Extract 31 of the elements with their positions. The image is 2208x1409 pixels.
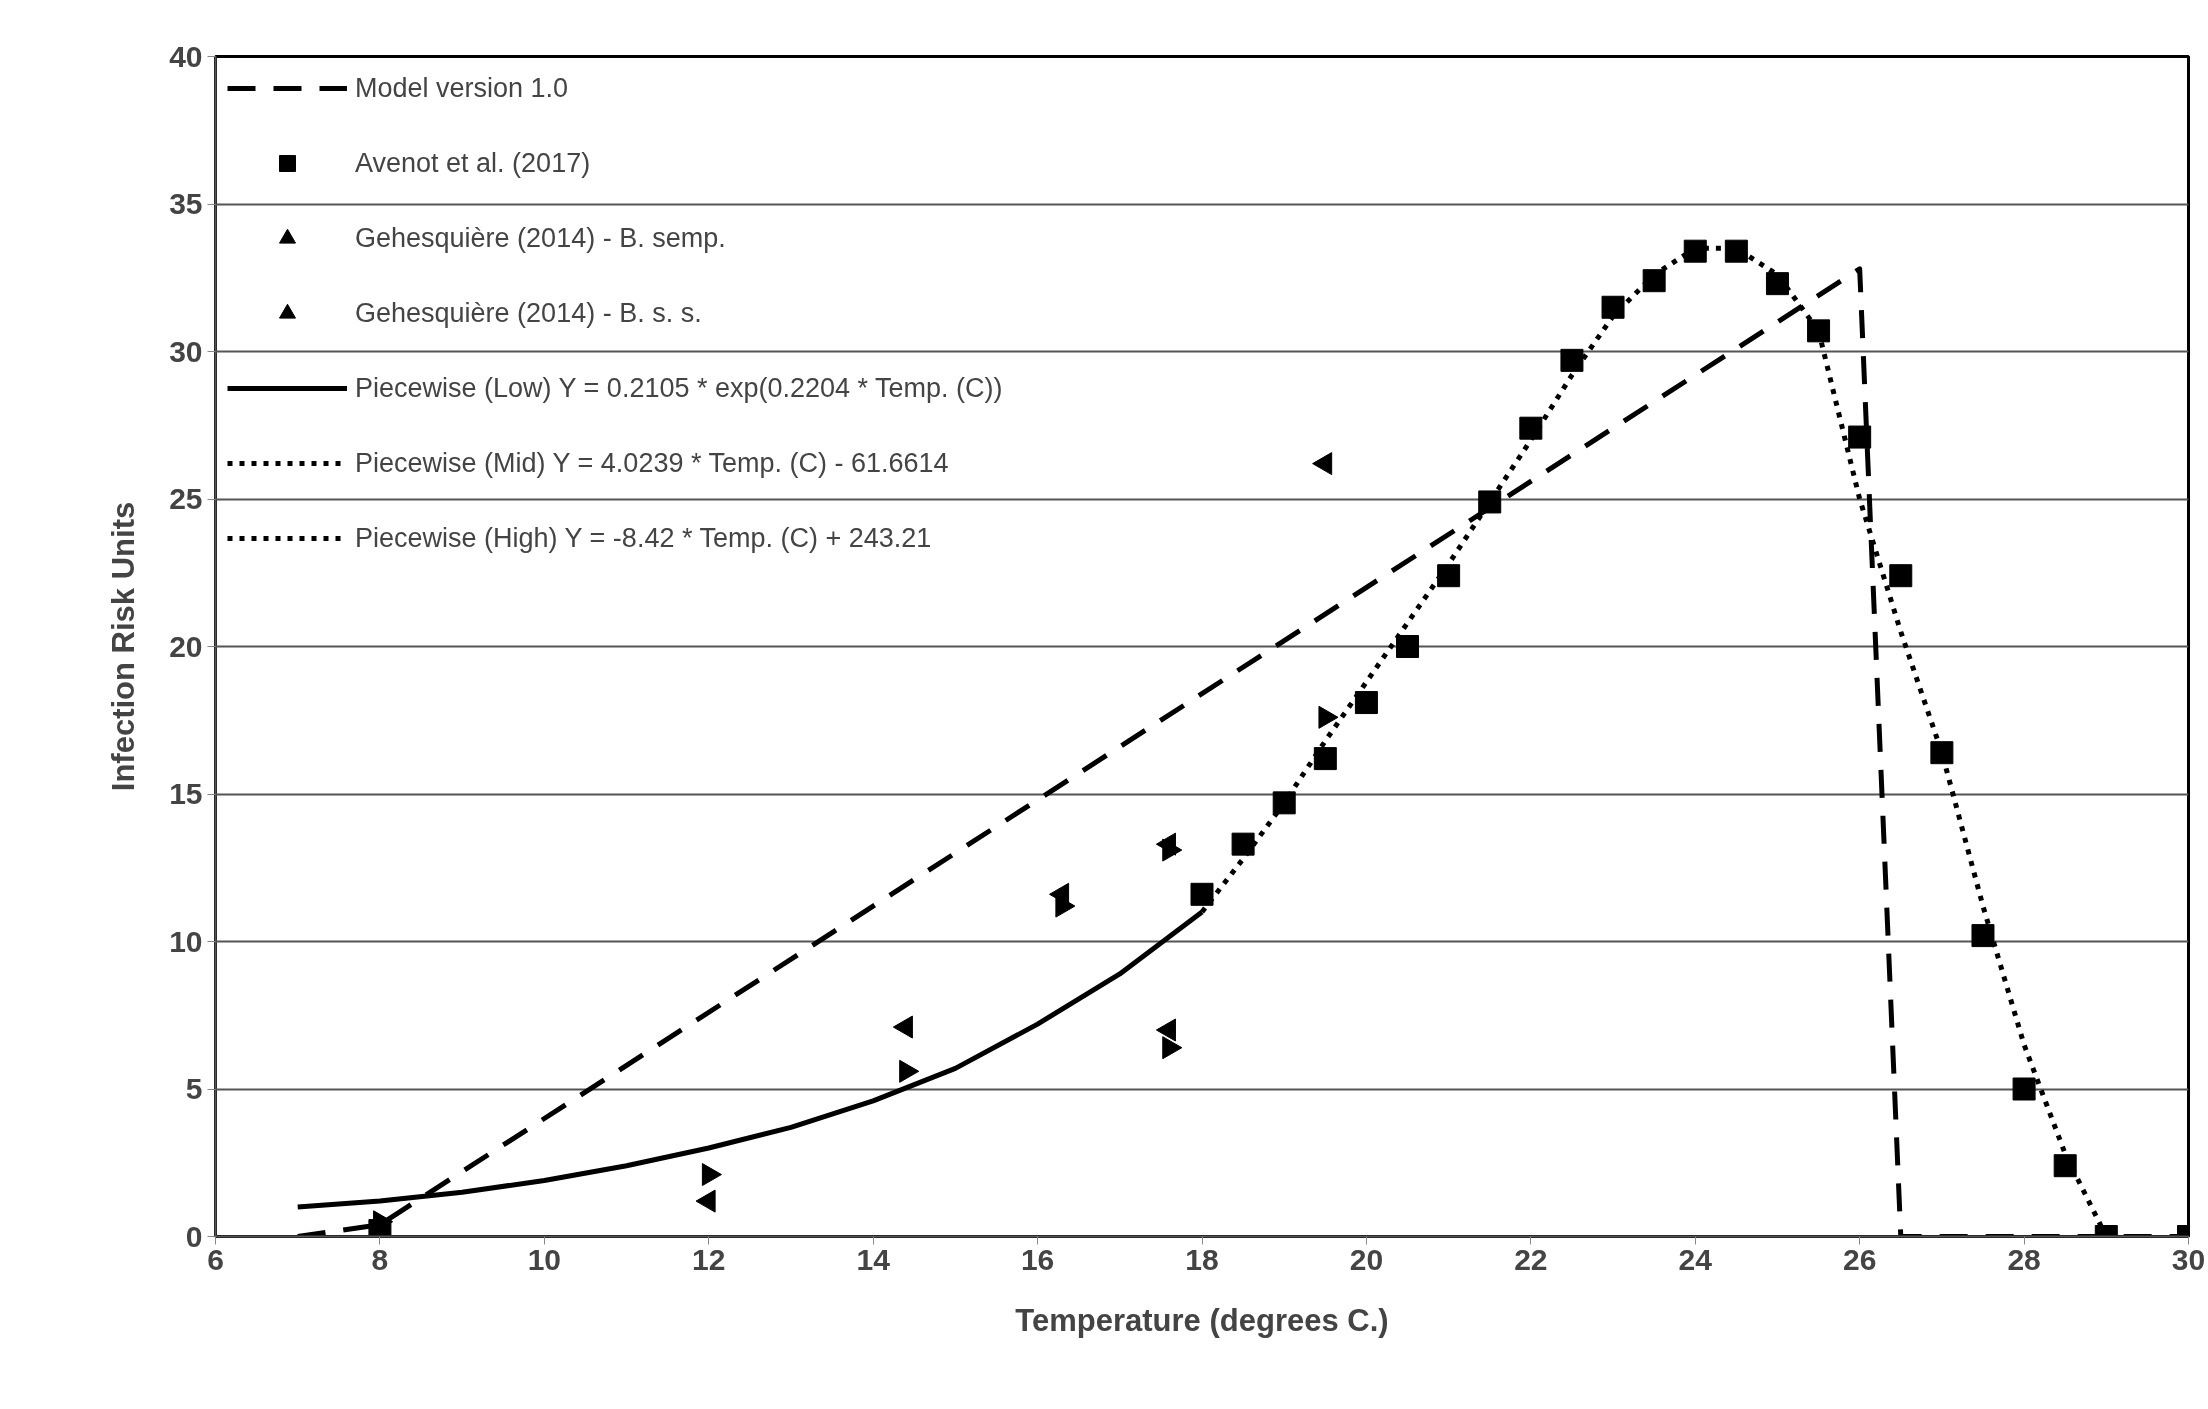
y-tick-label: 10 (169, 924, 203, 958)
x-tick-label: 6 (207, 1242, 224, 1276)
x-tick-label: 28 (2007, 1242, 2041, 1276)
y-tick-label: 35 (169, 187, 203, 220)
legend-label: Model version 1.0 (355, 71, 569, 105)
x-tick-label: 30 (2171, 1242, 2206, 1276)
y-tick-label: 20 (169, 629, 203, 663)
y-tick-label: 40 (169, 39, 203, 73)
x-tick-label: 20 (1349, 1242, 1384, 1276)
legend-label: Piecewise (Mid) Y = 4.0239 * Temp. (C) - 61.6614 (355, 446, 949, 480)
legend-label: Gehesquière (2014) - B. semp. (355, 221, 726, 255)
x-axis-title: Temperature (degrees C.) (1015, 1302, 1389, 1338)
x-tick-label: 26 (1842, 1242, 1877, 1276)
x-tick-label: 22 (1514, 1242, 1548, 1276)
y-tick-label: 5 (185, 1072, 203, 1105)
x-tick-label: 24 (1678, 1242, 1713, 1276)
x-tick-label: 16 (1020, 1242, 1055, 1276)
legend-label: Piecewise (Low) Y = 0.2105 * exp(0.2204 * Temp. (C)) (355, 371, 1003, 405)
x-tick-label: 8 (371, 1242, 389, 1276)
legend-label: Piecewise (High) Y = -8.42 * Temp. (C) + 243.21 (355, 521, 932, 555)
y-tick-label: 25 (169, 482, 203, 515)
y-tick-label: 15 (169, 777, 203, 810)
x-tick-label: 12 (692, 1242, 726, 1276)
x-tick-label: 18 (1185, 1242, 1219, 1276)
legend-label: Gehesquière (2014) - B. s. s. (355, 296, 702, 330)
legend-label: Avenot et al. (2017) (355, 146, 591, 180)
y-axis-title: Infection Risk Units (106, 501, 142, 792)
y-tick-label: 0 (185, 1219, 203, 1253)
y-tick-label: 30 (169, 334, 203, 368)
x-tick-label: 14 (856, 1242, 891, 1276)
x-tick-label: 10 (527, 1242, 562, 1276)
